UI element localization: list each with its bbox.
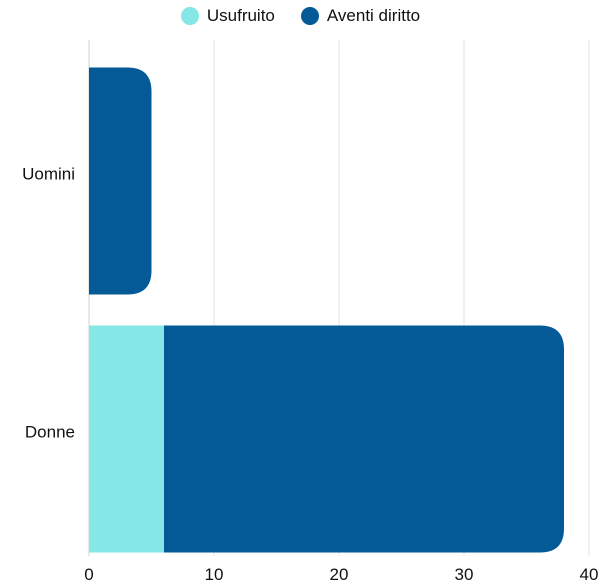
bar-uomini-aventi-diritto [89,67,152,295]
legend-item-usufruito: Usufruito [180,6,275,26]
category-label-uomini: Uomini [22,164,75,183]
legend-label-aventi-diritto: Aventi diritto [326,6,421,25]
x-tick-label-10: 10 [205,565,224,583]
x-tick-label-0: 0 [84,565,93,583]
category-label-donne: Donne [25,422,75,441]
legend-swatch-usufruito [180,7,199,25]
bar-donne-usufruito [89,325,164,553]
legend-swatch-aventi-diritto [300,7,319,25]
chart-legend: Usufruito Aventi diritto [0,6,601,26]
x-tick-label-20: 20 [330,565,349,583]
legend-item-aventi-diritto: Aventi diritto [300,6,421,26]
legend-label-usufruito: Usufruito [206,6,275,25]
x-tick-label-40: 40 [580,565,599,583]
x-tick-label-30: 30 [455,565,474,583]
bar-donne-aventi-diritto [164,325,564,553]
